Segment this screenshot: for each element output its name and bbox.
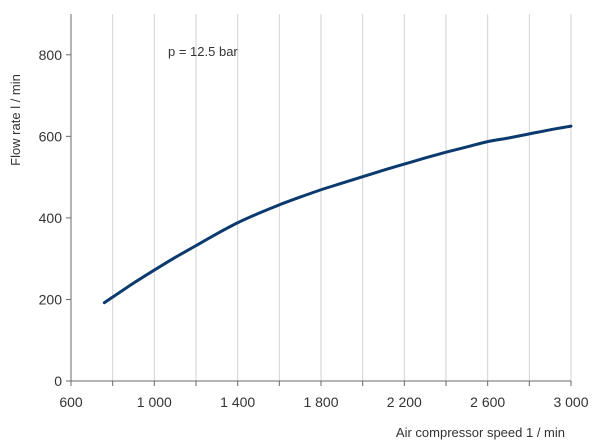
x-tick-label-1000: 1 000 bbox=[137, 394, 172, 410]
x-axis-title: Air compressor speed 1 / min bbox=[396, 425, 565, 440]
x-tick-label-3000: 3 000 bbox=[553, 394, 588, 410]
y-tick-label-600: 600 bbox=[39, 128, 63, 144]
ticks-layer: 600 1 000 1 400 1 800 2 200 2 600 3 000 0 200 400… bbox=[39, 47, 589, 410]
y-axis-title: Flow rate l / min bbox=[8, 74, 23, 166]
y-tick-label-200: 200 bbox=[39, 291, 63, 307]
x-tick-label-600: 600 bbox=[59, 394, 83, 410]
x-tick-label-2600: 2 600 bbox=[470, 394, 505, 410]
annotation-pressure: p = 12.5 bar bbox=[168, 44, 238, 59]
series-line-0 bbox=[102, 124, 573, 305]
series-layer bbox=[102, 124, 573, 305]
x-tick-label-2200: 2 200 bbox=[387, 394, 422, 410]
y-tick-label-800: 800 bbox=[39, 47, 63, 63]
x-tick-label-1400: 1 400 bbox=[220, 394, 255, 410]
y-tick-label-400: 400 bbox=[39, 210, 63, 226]
grid-layer bbox=[112, 14, 572, 381]
y-tick-label-0: 0 bbox=[54, 373, 62, 389]
x-tick-label-1800: 1 800 bbox=[303, 394, 338, 410]
